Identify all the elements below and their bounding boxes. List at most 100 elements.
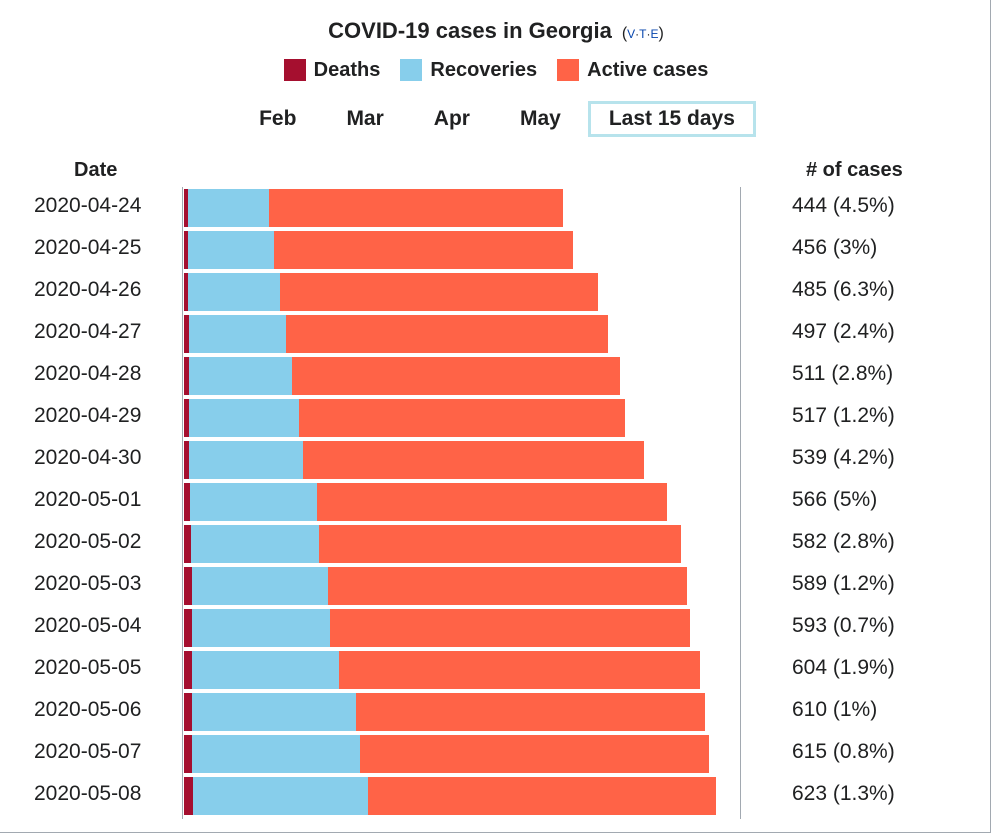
vte-links: (V·T·E) bbox=[621, 25, 664, 42]
vte-talk-link[interactable]: T bbox=[639, 27, 647, 41]
bar-row: 2020-04-25 456 (3%) bbox=[0, 229, 992, 271]
active-cases-segment bbox=[285, 315, 609, 353]
case-count-label: 566 (5%) bbox=[792, 488, 878, 511]
date-label: 2020-05-03 bbox=[34, 572, 142, 595]
date-label: 2020-05-06 bbox=[34, 698, 142, 721]
active-cases-segment bbox=[273, 231, 574, 269]
date-label: 2020-05-02 bbox=[34, 530, 142, 553]
chart-title: COVID-19 cases in Georgia bbox=[328, 18, 612, 43]
recoveries-segment bbox=[188, 273, 281, 311]
legend-item-recoveries: Recoveries bbox=[400, 59, 537, 82]
recoveries-segment bbox=[191, 693, 357, 731]
case-count-label: 511 (2.8%) bbox=[792, 362, 894, 385]
period-button-feb[interactable]: Feb bbox=[259, 107, 297, 130]
bar-row: 2020-05-04 593 (0.7%) bbox=[0, 607, 992, 649]
active-cases-segment bbox=[328, 567, 687, 605]
recoveries-segment bbox=[191, 735, 360, 773]
period-selector: Feb Mar Apr May Last 15 days bbox=[0, 100, 992, 138]
date-label: 2020-04-26 bbox=[34, 278, 142, 301]
legend-swatch-active-cases bbox=[557, 59, 580, 81]
deaths-segment bbox=[184, 231, 189, 269]
date-label: 2020-04-30 bbox=[34, 446, 142, 469]
active-cases-segment bbox=[317, 483, 668, 521]
chart-title-row: COVID-19 cases in Georgia (V·T·E) bbox=[0, 14, 992, 48]
recoveries-segment bbox=[189, 483, 318, 521]
active-cases-segment bbox=[318, 525, 681, 563]
legend-item-deaths: Deaths bbox=[283, 59, 380, 82]
active-cases-segment bbox=[292, 357, 621, 395]
bar-row: 2020-05-07 615 (0.8%) bbox=[0, 733, 992, 775]
period-button-last-15-days[interactable]: Last 15 days bbox=[587, 101, 756, 137]
legend-swatch-recoveries bbox=[400, 59, 423, 81]
recoveries-segment bbox=[191, 651, 340, 689]
recoveries-segment bbox=[192, 777, 369, 815]
recoveries-segment bbox=[190, 525, 319, 563]
period-button-may[interactable]: May bbox=[519, 107, 561, 130]
period-button-mar[interactable]: Mar bbox=[346, 107, 384, 130]
legend-label-recoveries: Recoveries bbox=[430, 58, 538, 81]
date-label: 2020-04-27 bbox=[34, 320, 142, 343]
recoveries-segment bbox=[189, 441, 303, 479]
deaths-segment bbox=[184, 567, 192, 605]
case-count-label: 456 (3%) bbox=[792, 236, 878, 259]
case-count-label: 517 (1.2%) bbox=[792, 404, 895, 427]
recoveries-segment bbox=[189, 357, 293, 395]
active-cases-segment bbox=[280, 273, 599, 311]
column-header-cases: # of cases bbox=[806, 159, 903, 181]
date-label: 2020-05-05 bbox=[34, 656, 142, 679]
recoveries-segment bbox=[188, 231, 274, 269]
right-axis-line bbox=[740, 187, 741, 819]
recoveries-segment bbox=[191, 609, 330, 647]
deaths-segment bbox=[184, 315, 190, 353]
active-cases-segment bbox=[356, 693, 705, 731]
vte-edit-link[interactable]: E bbox=[650, 27, 659, 41]
recoveries-segment bbox=[188, 189, 270, 227]
deaths-segment bbox=[184, 483, 190, 521]
deaths-segment bbox=[184, 693, 192, 731]
deaths-segment bbox=[184, 651, 192, 689]
deaths-segment bbox=[184, 357, 190, 395]
date-label: 2020-05-08 bbox=[34, 782, 142, 805]
date-label: 2020-04-29 bbox=[34, 404, 142, 427]
active-cases-segment bbox=[330, 609, 691, 647]
date-label: 2020-05-04 bbox=[34, 614, 142, 637]
bar-row: 2020-04-26 485 (6.3%) bbox=[0, 271, 992, 313]
deaths-segment bbox=[184, 609, 192, 647]
recoveries-segment bbox=[189, 399, 300, 437]
period-button-apr[interactable]: Apr bbox=[433, 107, 470, 130]
active-cases-segment bbox=[368, 777, 716, 815]
active-cases-segment bbox=[302, 441, 645, 479]
recoveries-segment bbox=[191, 567, 329, 605]
deaths-segment bbox=[184, 441, 190, 479]
bar-row: 2020-04-30 539 (4.2%) bbox=[0, 439, 992, 481]
case-count-label: 497 (2.4%) bbox=[792, 320, 895, 343]
date-label: 2020-05-07 bbox=[34, 740, 142, 763]
bar-row: 2020-05-03 589 (1.2%) bbox=[0, 565, 992, 607]
deaths-segment bbox=[184, 399, 190, 437]
bar-row: 2020-05-06 610 (1%) bbox=[0, 691, 992, 733]
case-count-label: 582 (2.8%) bbox=[792, 530, 895, 553]
bar-row: 2020-05-01 566 (5%) bbox=[0, 481, 992, 523]
date-label: 2020-04-25 bbox=[34, 236, 142, 259]
case-count-label: 444 (4.5%) bbox=[792, 194, 895, 217]
case-count-label: 610 (1%) bbox=[792, 698, 878, 721]
bar-row: 2020-05-05 604 (1.9%) bbox=[0, 649, 992, 691]
case-count-label: 623 (1.3%) bbox=[792, 782, 895, 805]
deaths-segment bbox=[184, 735, 192, 773]
legend-label-active-cases: Active cases bbox=[587, 58, 709, 81]
deaths-segment bbox=[184, 189, 189, 227]
case-count-label: 615 (0.8%) bbox=[792, 740, 895, 763]
deaths-segment bbox=[184, 273, 189, 311]
left-axis-line bbox=[182, 187, 183, 819]
date-label: 2020-04-28 bbox=[34, 362, 142, 385]
case-count-label: 539 (4.2%) bbox=[792, 446, 895, 469]
vte-view-link[interactable]: V bbox=[627, 27, 636, 41]
deaths-segment bbox=[184, 777, 193, 815]
bar-row: 2020-04-29 517 (1.2%) bbox=[0, 397, 992, 439]
legend-swatch-deaths bbox=[283, 59, 306, 81]
legend: Deaths Recoveries Active cases bbox=[0, 54, 992, 86]
bar-row: 2020-04-27 497 (2.4%) bbox=[0, 313, 992, 355]
bar-row: 2020-05-08 623 (1.3%) bbox=[0, 775, 992, 817]
active-cases-segment bbox=[269, 189, 564, 227]
